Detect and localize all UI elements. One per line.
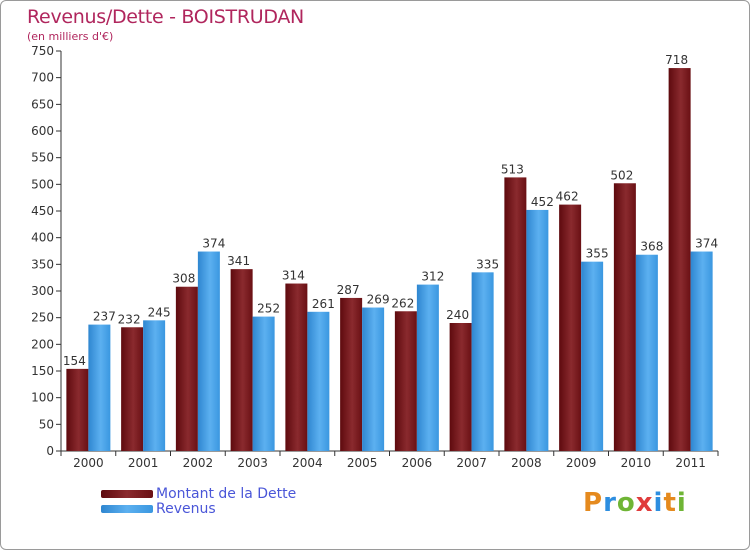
debt-bar — [394, 311, 417, 451]
debt-value-label: 513 — [501, 162, 524, 176]
revenue-bar — [526, 209, 549, 451]
x-tick-label: 2009 — [566, 456, 597, 470]
y-tick-label: 600 — [31, 124, 54, 138]
revenue-bar — [307, 311, 330, 451]
revenue-value-label: 261 — [312, 297, 335, 311]
y-tick-label: 750 — [31, 44, 54, 58]
x-tick-label: 2004 — [292, 456, 323, 470]
y-tick-label: 300 — [31, 284, 54, 298]
revenue-bar — [581, 261, 604, 451]
logo-letter: P — [583, 488, 604, 518]
debt-value-label: 462 — [556, 190, 579, 204]
debt-bar — [285, 283, 308, 451]
debt-value-label: 314 — [282, 269, 305, 283]
revenue-value-label: 252 — [257, 302, 280, 316]
proxiti-logo: Proxiti — [583, 488, 687, 518]
debt-bar — [66, 368, 89, 451]
x-tick-label: 2011 — [675, 456, 706, 470]
logo-letter: o — [616, 488, 636, 518]
debt-bar — [504, 177, 527, 451]
revenue-bar — [88, 324, 111, 451]
y-tick-label: 200 — [31, 337, 54, 351]
revenue-value-label: 452 — [531, 195, 554, 209]
legend-label-revenus: Revenus — [156, 501, 216, 517]
y-tick-label: 350 — [31, 257, 54, 271]
revenue-bar — [690, 251, 713, 451]
revenue-value-label: 312 — [421, 270, 444, 284]
revenue-value-label: 269 — [367, 293, 390, 307]
revenue-bar — [635, 254, 658, 451]
y-tick-label: 50 — [39, 417, 54, 431]
y-tick-label: 400 — [31, 231, 54, 245]
revenue-bar — [416, 284, 439, 451]
x-tick-label: 2006 — [402, 456, 433, 470]
logo-letter: r — [603, 488, 617, 518]
y-tick-label: 550 — [31, 151, 54, 165]
legend-swatch-revenus — [101, 505, 153, 513]
debt-bar — [613, 183, 636, 451]
x-tick-label: 2008 — [511, 456, 542, 470]
debt-value-label: 308 — [172, 272, 195, 286]
debt-bar — [121, 327, 144, 451]
revenue-bar — [252, 316, 275, 451]
logo-letter: t — [663, 488, 677, 518]
y-tick-label: 650 — [31, 97, 54, 111]
revenue-value-label: 245 — [148, 305, 171, 319]
revenue-value-label: 335 — [476, 257, 499, 271]
revenue-bar — [197, 251, 220, 451]
debt-value-label: 154 — [63, 354, 86, 368]
revenue-value-label: 355 — [586, 247, 609, 261]
revenue-bar — [362, 307, 385, 451]
logo-letter: x — [635, 488, 654, 518]
revenue-bar — [471, 272, 494, 451]
revenue-value-label: 237 — [93, 310, 116, 324]
debt-bar — [668, 68, 691, 452]
y-tick-label: 100 — [31, 391, 54, 405]
x-tick-label: 2007 — [456, 456, 487, 470]
x-tick-label: 2010 — [621, 456, 652, 470]
revenue-value-label: 368 — [640, 240, 663, 254]
debt-value-label: 341 — [227, 254, 250, 268]
x-tick-label: 2001 — [128, 456, 159, 470]
debt-bar — [340, 297, 363, 451]
debt-bar — [559, 204, 582, 451]
debt-value-label: 232 — [118, 312, 141, 326]
y-tick-label: 250 — [31, 311, 54, 325]
y-tick-label: 0 — [46, 444, 54, 458]
legend-swatch-dette — [101, 490, 153, 498]
logo-letter: i — [653, 488, 664, 518]
chart-subtitle: (en milliers d'€) — [27, 30, 114, 43]
debt-value-label: 502 — [610, 168, 633, 182]
debt-bar — [175, 286, 198, 451]
chart-title: Revenus/Dette - BOISTRUDAN — [27, 6, 304, 28]
debt-value-label: 287 — [337, 283, 360, 297]
revenue-bar — [143, 320, 166, 451]
logo-letter: i — [676, 488, 687, 518]
debt-value-label: 718 — [665, 53, 688, 67]
y-tick-label: 500 — [31, 177, 54, 191]
legend-label-dette: Montant de la Dette — [156, 486, 297, 502]
revenue-value-label: 374 — [695, 237, 718, 251]
debt-value-label: 240 — [446, 308, 469, 322]
revenue-value-label: 374 — [202, 237, 225, 251]
y-tick-label: 150 — [31, 364, 54, 378]
x-tick-label: 2002 — [183, 456, 214, 470]
x-tick-label: 2000 — [73, 456, 104, 470]
y-tick-label: 700 — [31, 71, 54, 85]
debt-value-label: 262 — [391, 296, 414, 310]
x-tick-label: 2003 — [237, 456, 268, 470]
y-tick-label: 450 — [31, 204, 54, 218]
x-tick-label: 2005 — [347, 456, 378, 470]
debt-bar — [449, 323, 472, 451]
debt-bar — [230, 269, 253, 451]
